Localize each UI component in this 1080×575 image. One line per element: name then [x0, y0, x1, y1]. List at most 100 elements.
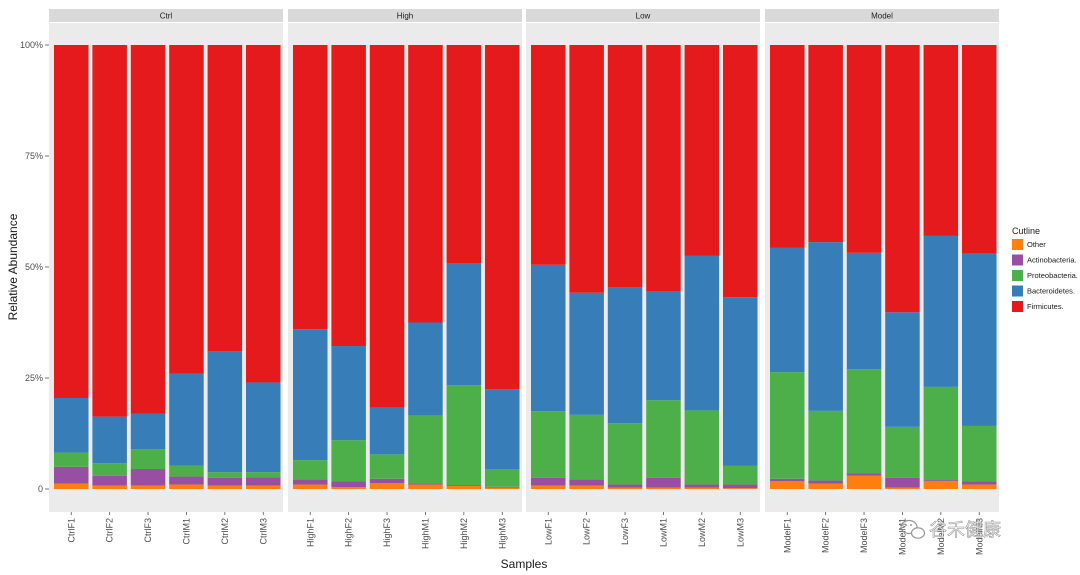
bar-segment-actinobacteria — [207, 477, 243, 486]
x-tick-label: LowF1 — [543, 518, 553, 545]
bar-segment-other — [808, 483, 843, 489]
bar-segment-other — [207, 485, 243, 489]
bar-segment-other — [369, 483, 405, 489]
y-axis: 0 25% 50% 75% 100% — [20, 40, 49, 494]
bar-segment-bacteroidetes — [207, 351, 243, 473]
legend-label: Bacteroidetes. — [1027, 287, 1075, 296]
bar-segment-bacteroidetes — [293, 329, 328, 461]
bar-segment-other — [446, 485, 482, 489]
bar-segment-other — [169, 484, 204, 489]
bar-HighF1 — [293, 45, 328, 489]
bar-segment-firmicutes — [369, 45, 405, 408]
bar-segment-actinobacteria — [569, 479, 604, 486]
bar-segment-actinobacteria — [446, 485, 482, 486]
bar-segment-other — [684, 487, 720, 489]
x-tick-label: HighF1 — [305, 518, 315, 547]
bar-segment-actinobacteria — [684, 484, 720, 488]
bar-segment-proteobacteria — [607, 423, 643, 485]
bar-HighM2 — [446, 45, 482, 489]
bar-segment-bacteroidetes — [446, 263, 482, 386]
bar-segment-firmicutes — [607, 45, 643, 287]
bar-segment-bacteroidetes — [723, 297, 758, 466]
bar-segment-actinobacteria — [885, 477, 920, 488]
facet-panel-high: High HighF1 HighF2 HighF3 HighM1 HighM2 HighM3 — [288, 9, 522, 549]
bar-segment-bacteroidetes — [646, 291, 681, 401]
bar-segment-other — [485, 487, 520, 489]
bar-LowM3 — [723, 45, 758, 489]
bar-segment-firmicutes — [646, 45, 681, 292]
bar-segment-bacteroidetes — [531, 264, 566, 412]
bar-LowF2 — [569, 45, 604, 489]
bar-segment-proteobacteria — [331, 440, 366, 482]
bar-segment-proteobacteria — [369, 454, 405, 479]
bar-segment-firmicutes — [408, 45, 443, 323]
bar-segment-firmicutes — [246, 45, 281, 383]
bar-segment-other — [54, 483, 89, 489]
bar-segment-proteobacteria — [684, 410, 720, 485]
x-tick-label: LowF3 — [620, 518, 630, 545]
y-axis-title: Relative Abundance — [6, 213, 20, 320]
bar-segment-bacteroidetes — [331, 346, 366, 441]
bar-segment-firmicutes — [54, 45, 89, 398]
bar-segment-proteobacteria — [531, 411, 566, 478]
bar-segment-proteobacteria — [808, 410, 843, 481]
bar-segment-proteobacteria — [408, 415, 443, 484]
bar-segment-firmicutes — [446, 45, 482, 264]
bar-segment-actinobacteria — [408, 483, 443, 485]
bar-segment-proteobacteria — [246, 472, 281, 478]
bar-segment-other — [331, 487, 366, 489]
x-axis-title: Samples — [501, 557, 548, 571]
facet-strip-label: Low — [636, 12, 651, 21]
bar-segment-other — [408, 484, 443, 489]
bar-HighM1 — [408, 45, 443, 489]
bar-segment-other — [885, 487, 920, 489]
x-tick-label: ModelF2 — [821, 518, 831, 553]
bar-segment-other — [646, 487, 681, 489]
bar-segment-proteobacteria — [770, 372, 805, 479]
bar-segment-firmicutes — [723, 45, 758, 298]
bar-segment-bacteroidetes — [923, 235, 959, 387]
bar-segment-bacteroidetes — [607, 286, 643, 424]
x-tick-label: LowM2 — [697, 518, 707, 547]
x-tick-label: CtrlM2 — [220, 518, 230, 545]
bar-segment-proteobacteria — [446, 385, 482, 486]
x-tick-label: LowM1 — [658, 518, 668, 547]
bar-segment-actinobacteria — [169, 476, 204, 485]
bar-segment-firmicutes — [684, 45, 720, 256]
bar-segment-other — [846, 475, 882, 489]
bar-segment-proteobacteria — [885, 426, 920, 478]
bar-segment-other — [92, 485, 127, 489]
x-tick-label: LowM3 — [735, 518, 745, 547]
bar-segment-other — [723, 488, 758, 489]
watermark: 谷禾健康 — [900, 520, 1001, 540]
facet-strip — [526, 9, 760, 22]
x-tick-label: HighM1 — [420, 518, 430, 549]
legend-swatch — [1012, 270, 1023, 281]
bar-CtrlM2 — [207, 45, 243, 489]
x-tick-label: CtrlF2 — [105, 518, 115, 543]
bar-segment-other — [962, 484, 997, 489]
legend-item: Bacteroidetes. — [1012, 285, 1075, 297]
bar-segment-firmicutes — [808, 45, 843, 243]
bar-segment-actinobacteria — [646, 477, 681, 488]
bar-segment-other — [293, 484, 328, 489]
bar-segment-bacteroidetes — [962, 253, 997, 426]
bar-segment-other — [569, 485, 604, 489]
bar-segment-firmicutes — [92, 45, 127, 417]
bar-segment-proteobacteria — [169, 465, 204, 477]
watermark-text: 谷禾健康 — [929, 520, 1001, 540]
x-tick-label: HighM2 — [459, 518, 469, 549]
facet-strip — [288, 9, 522, 22]
bar-segment-firmicutes — [569, 45, 604, 293]
x-tick-label: ModelM3 — [974, 518, 984, 555]
bar-segment-actinobacteria — [531, 477, 566, 486]
bar-segment-proteobacteria — [923, 386, 959, 481]
bar-segment-actinobacteria — [331, 481, 366, 488]
bar-segment-firmicutes — [846, 45, 882, 253]
facet-strip-label: Model — [871, 12, 893, 21]
bar-segment-actinobacteria — [130, 469, 166, 486]
bar-CtrlM1 — [169, 45, 204, 489]
facet-panels: Ctrl CtrlF1 CtrlF2 CtrlF3 CtrlM1 CtrlM2 CtrlM3… — [49, 9, 999, 555]
bar-segment-firmicutes — [770, 45, 805, 248]
